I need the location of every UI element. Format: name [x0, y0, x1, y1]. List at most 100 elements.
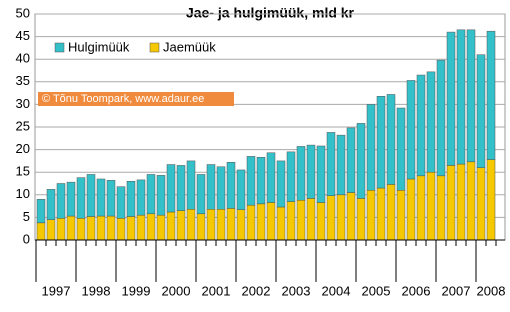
- bar-segment: [366, 190, 376, 241]
- bar-segment: [96, 215, 106, 241]
- bar-segment: [396, 107, 406, 191]
- legend-label: Hulgimüük: [68, 39, 130, 54]
- bar-segment: [386, 184, 396, 241]
- bar-segment: [256, 203, 266, 241]
- note: © Tõnu Toompark, www.adaur.ee: [42, 93, 204, 105]
- bar-segment: [306, 144, 316, 199]
- bar-segment: [446, 165, 456, 241]
- bar-segment: [136, 179, 146, 216]
- bar-segment: [426, 171, 436, 241]
- bar-segment: [246, 156, 256, 206]
- x-year-label: 2006: [402, 283, 431, 298]
- bar-segment: [266, 152, 276, 203]
- bar-segment: [336, 194, 346, 241]
- note-bg: [38, 92, 234, 106]
- bar-segment: [196, 174, 206, 215]
- bar-segment: [206, 164, 216, 210]
- bar-segment: [226, 162, 236, 209]
- y-tick-label: 15: [16, 164, 30, 179]
- x-year-label: 2001: [202, 283, 231, 298]
- bar-segment: [296, 146, 306, 201]
- bar-segment: [356, 123, 366, 199]
- bar-segment: [66, 181, 76, 217]
- bar-segment: [96, 178, 106, 217]
- x-year-label: 2004: [322, 283, 351, 298]
- bar-segment: [306, 198, 316, 241]
- bar-segment: [266, 202, 276, 241]
- bar-segment: [206, 209, 216, 241]
- bar-segment: [116, 186, 126, 219]
- bar-segment: [416, 175, 426, 241]
- bar-segment: [216, 166, 226, 210]
- bar-segment: [476, 167, 486, 241]
- bar-segment: [156, 214, 166, 241]
- bar-segment: [486, 159, 496, 241]
- bar-segment: [486, 30, 496, 160]
- x-year-label: 2005: [362, 283, 391, 298]
- x-year-label: 2008: [477, 283, 506, 298]
- x-year-label: 1998: [82, 283, 111, 298]
- bar-segment: [406, 178, 416, 241]
- bar-segment: [416, 74, 426, 177]
- legend-swatch: [149, 42, 160, 53]
- y-tick-label: 5: [23, 209, 30, 224]
- bar-segment: [236, 169, 246, 210]
- bar-segment: [466, 29, 476, 163]
- bar-segment: [456, 163, 466, 241]
- bar-segment: [146, 174, 156, 215]
- bar-segment: [156, 175, 166, 216]
- bar-segment: [436, 59, 446, 177]
- bar-segment: [426, 71, 436, 173]
- bar-segment: [276, 160, 286, 208]
- bar-segment: [376, 96, 386, 189]
- bar-segment: [336, 134, 346, 196]
- bar-segment: [76, 177, 86, 219]
- bar-segment: [346, 192, 356, 241]
- bar-segment: [326, 195, 336, 241]
- bar-segment: [236, 209, 246, 241]
- bar-segment: [466, 161, 476, 241]
- y-tick-label: 10: [16, 186, 30, 201]
- bar-segment: [36, 199, 46, 224]
- y-tick-label: 20: [16, 141, 30, 156]
- y-tick-label: 25: [16, 118, 30, 133]
- bar-segment: [356, 198, 366, 241]
- bar-segment: [126, 180, 136, 217]
- bar-segment: [196, 213, 206, 241]
- bar-segment: [56, 218, 66, 241]
- x-year-label: 2000: [162, 283, 191, 298]
- bar-segment: [406, 80, 416, 180]
- bar-segment: [166, 164, 176, 213]
- legend-swatch: [54, 42, 65, 53]
- bar-segment: [226, 208, 236, 241]
- bar-segment: [116, 218, 126, 241]
- bar-segment: [446, 31, 456, 166]
- bar-segment: [126, 216, 136, 241]
- bar-segment: [246, 204, 256, 241]
- bar-segment: [296, 199, 306, 241]
- bar-segment: [386, 94, 396, 185]
- bar-segment: [456, 29, 466, 165]
- x-year-label: 2002: [242, 283, 271, 298]
- bar-segment: [286, 151, 296, 202]
- bar-segment: [146, 213, 156, 241]
- bar-segment: [216, 209, 226, 241]
- bar-segment: [166, 211, 176, 241]
- bar-segment: [76, 218, 86, 241]
- bar-segment: [186, 160, 196, 210]
- bar-segment: [376, 187, 386, 241]
- y-tick-label: 30: [16, 96, 30, 111]
- bar-segment: [106, 180, 116, 217]
- bar-segment: [46, 189, 56, 220]
- bar-segment: [276, 206, 286, 241]
- x-year-label: 1997: [42, 283, 71, 298]
- bar-segment: [106, 215, 116, 241]
- bar-segment: [436, 175, 446, 241]
- bar-segment: [316, 202, 326, 241]
- bar-segment: [396, 190, 406, 241]
- bar-segment: [176, 210, 186, 241]
- x-year-label: 2003: [282, 283, 311, 298]
- bar-segment: [316, 145, 326, 203]
- bar-segment: [86, 216, 96, 241]
